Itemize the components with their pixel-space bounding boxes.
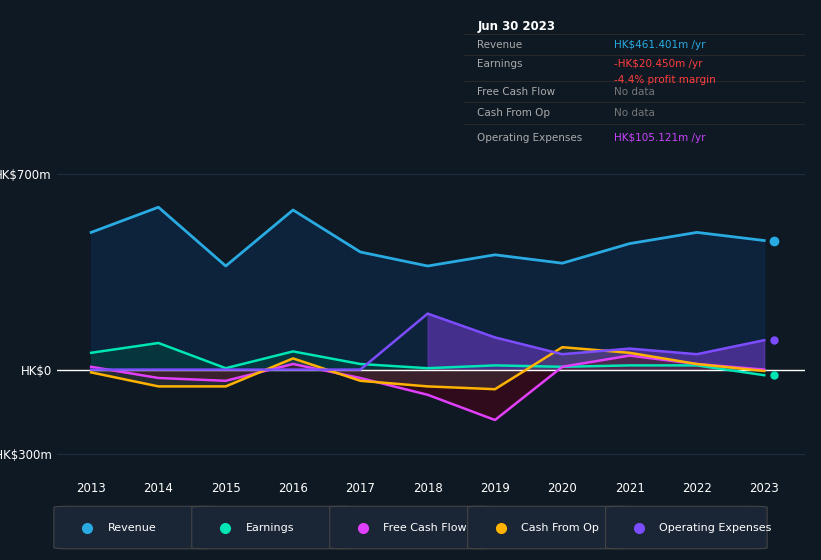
Text: -4.4% profit margin: -4.4% profit margin <box>614 75 716 85</box>
Text: Earnings: Earnings <box>478 59 523 69</box>
FancyBboxPatch shape <box>468 506 629 549</box>
Text: Operating Expenses: Operating Expenses <box>478 133 583 143</box>
Text: HK$105.121m /yr: HK$105.121m /yr <box>614 133 705 143</box>
Text: Free Cash Flow: Free Cash Flow <box>478 87 556 97</box>
Text: Revenue: Revenue <box>478 40 523 49</box>
Text: -HK$20.450m /yr: -HK$20.450m /yr <box>614 59 702 69</box>
FancyBboxPatch shape <box>606 506 767 549</box>
Text: Earnings: Earnings <box>245 522 294 533</box>
FancyBboxPatch shape <box>192 506 353 549</box>
FancyBboxPatch shape <box>54 506 215 549</box>
Text: Free Cash Flow: Free Cash Flow <box>383 522 467 533</box>
Text: Operating Expenses: Operating Expenses <box>659 522 772 533</box>
Text: Cash From Op: Cash From Op <box>478 108 551 118</box>
FancyBboxPatch shape <box>330 506 491 549</box>
Text: No data: No data <box>614 87 654 97</box>
Text: HK$461.401m /yr: HK$461.401m /yr <box>614 40 705 49</box>
Text: Revenue: Revenue <box>108 522 156 533</box>
Text: No data: No data <box>614 108 654 118</box>
Text: Cash From Op: Cash From Op <box>521 522 599 533</box>
Text: Jun 30 2023: Jun 30 2023 <box>478 20 556 32</box>
